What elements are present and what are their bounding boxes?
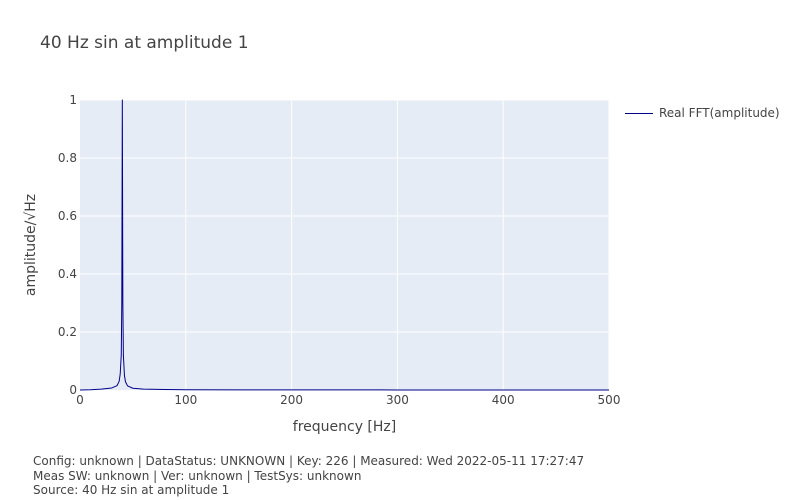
x-tick-label: 200 [280, 393, 303, 407]
footer-info: Config: unknown | DataStatus: UNKNOWN | … [33, 454, 584, 498]
y-tick-label: 0 [69, 383, 77, 397]
footer-line-config: Config: unknown | DataStatus: UNKNOWN | … [33, 454, 585, 468]
x-tick-label: 0 [76, 393, 84, 407]
footer-line-software: Meas SW: unknown | Ver: unknown | TestSy… [33, 468, 362, 483]
chart-title: 40 Hz sin at amplitude 1 [40, 33, 249, 53]
x-tick-label: 100 [174, 393, 197, 407]
legend-label: Real FFT(amplitude) [659, 106, 780, 120]
legend-swatch [625, 112, 653, 114]
y-tick-label: 0.8 [58, 151, 77, 165]
footer-line-source: Source: 40 Hz sin at amplitude 1 [33, 483, 230, 497]
y-tick-label: 1 [69, 93, 77, 107]
plot-area[interactable] [80, 100, 609, 390]
legend[interactable]: Real FFT(amplitude) [625, 106, 780, 120]
x-tick-label: 400 [492, 393, 515, 407]
y-tick-label: 0.4 [58, 267, 77, 281]
y-axis-label: amplitude/√Hz [23, 194, 39, 296]
x-tick-label: 300 [386, 393, 409, 407]
y-tick-label: 0.6 [58, 209, 77, 223]
x-tick-label: 500 [598, 393, 621, 407]
series-line-0[interactable] [79, 99, 610, 391]
y-tick-label: 0.2 [58, 325, 77, 339]
x-axis-label: frequency [Hz] [293, 419, 396, 435]
